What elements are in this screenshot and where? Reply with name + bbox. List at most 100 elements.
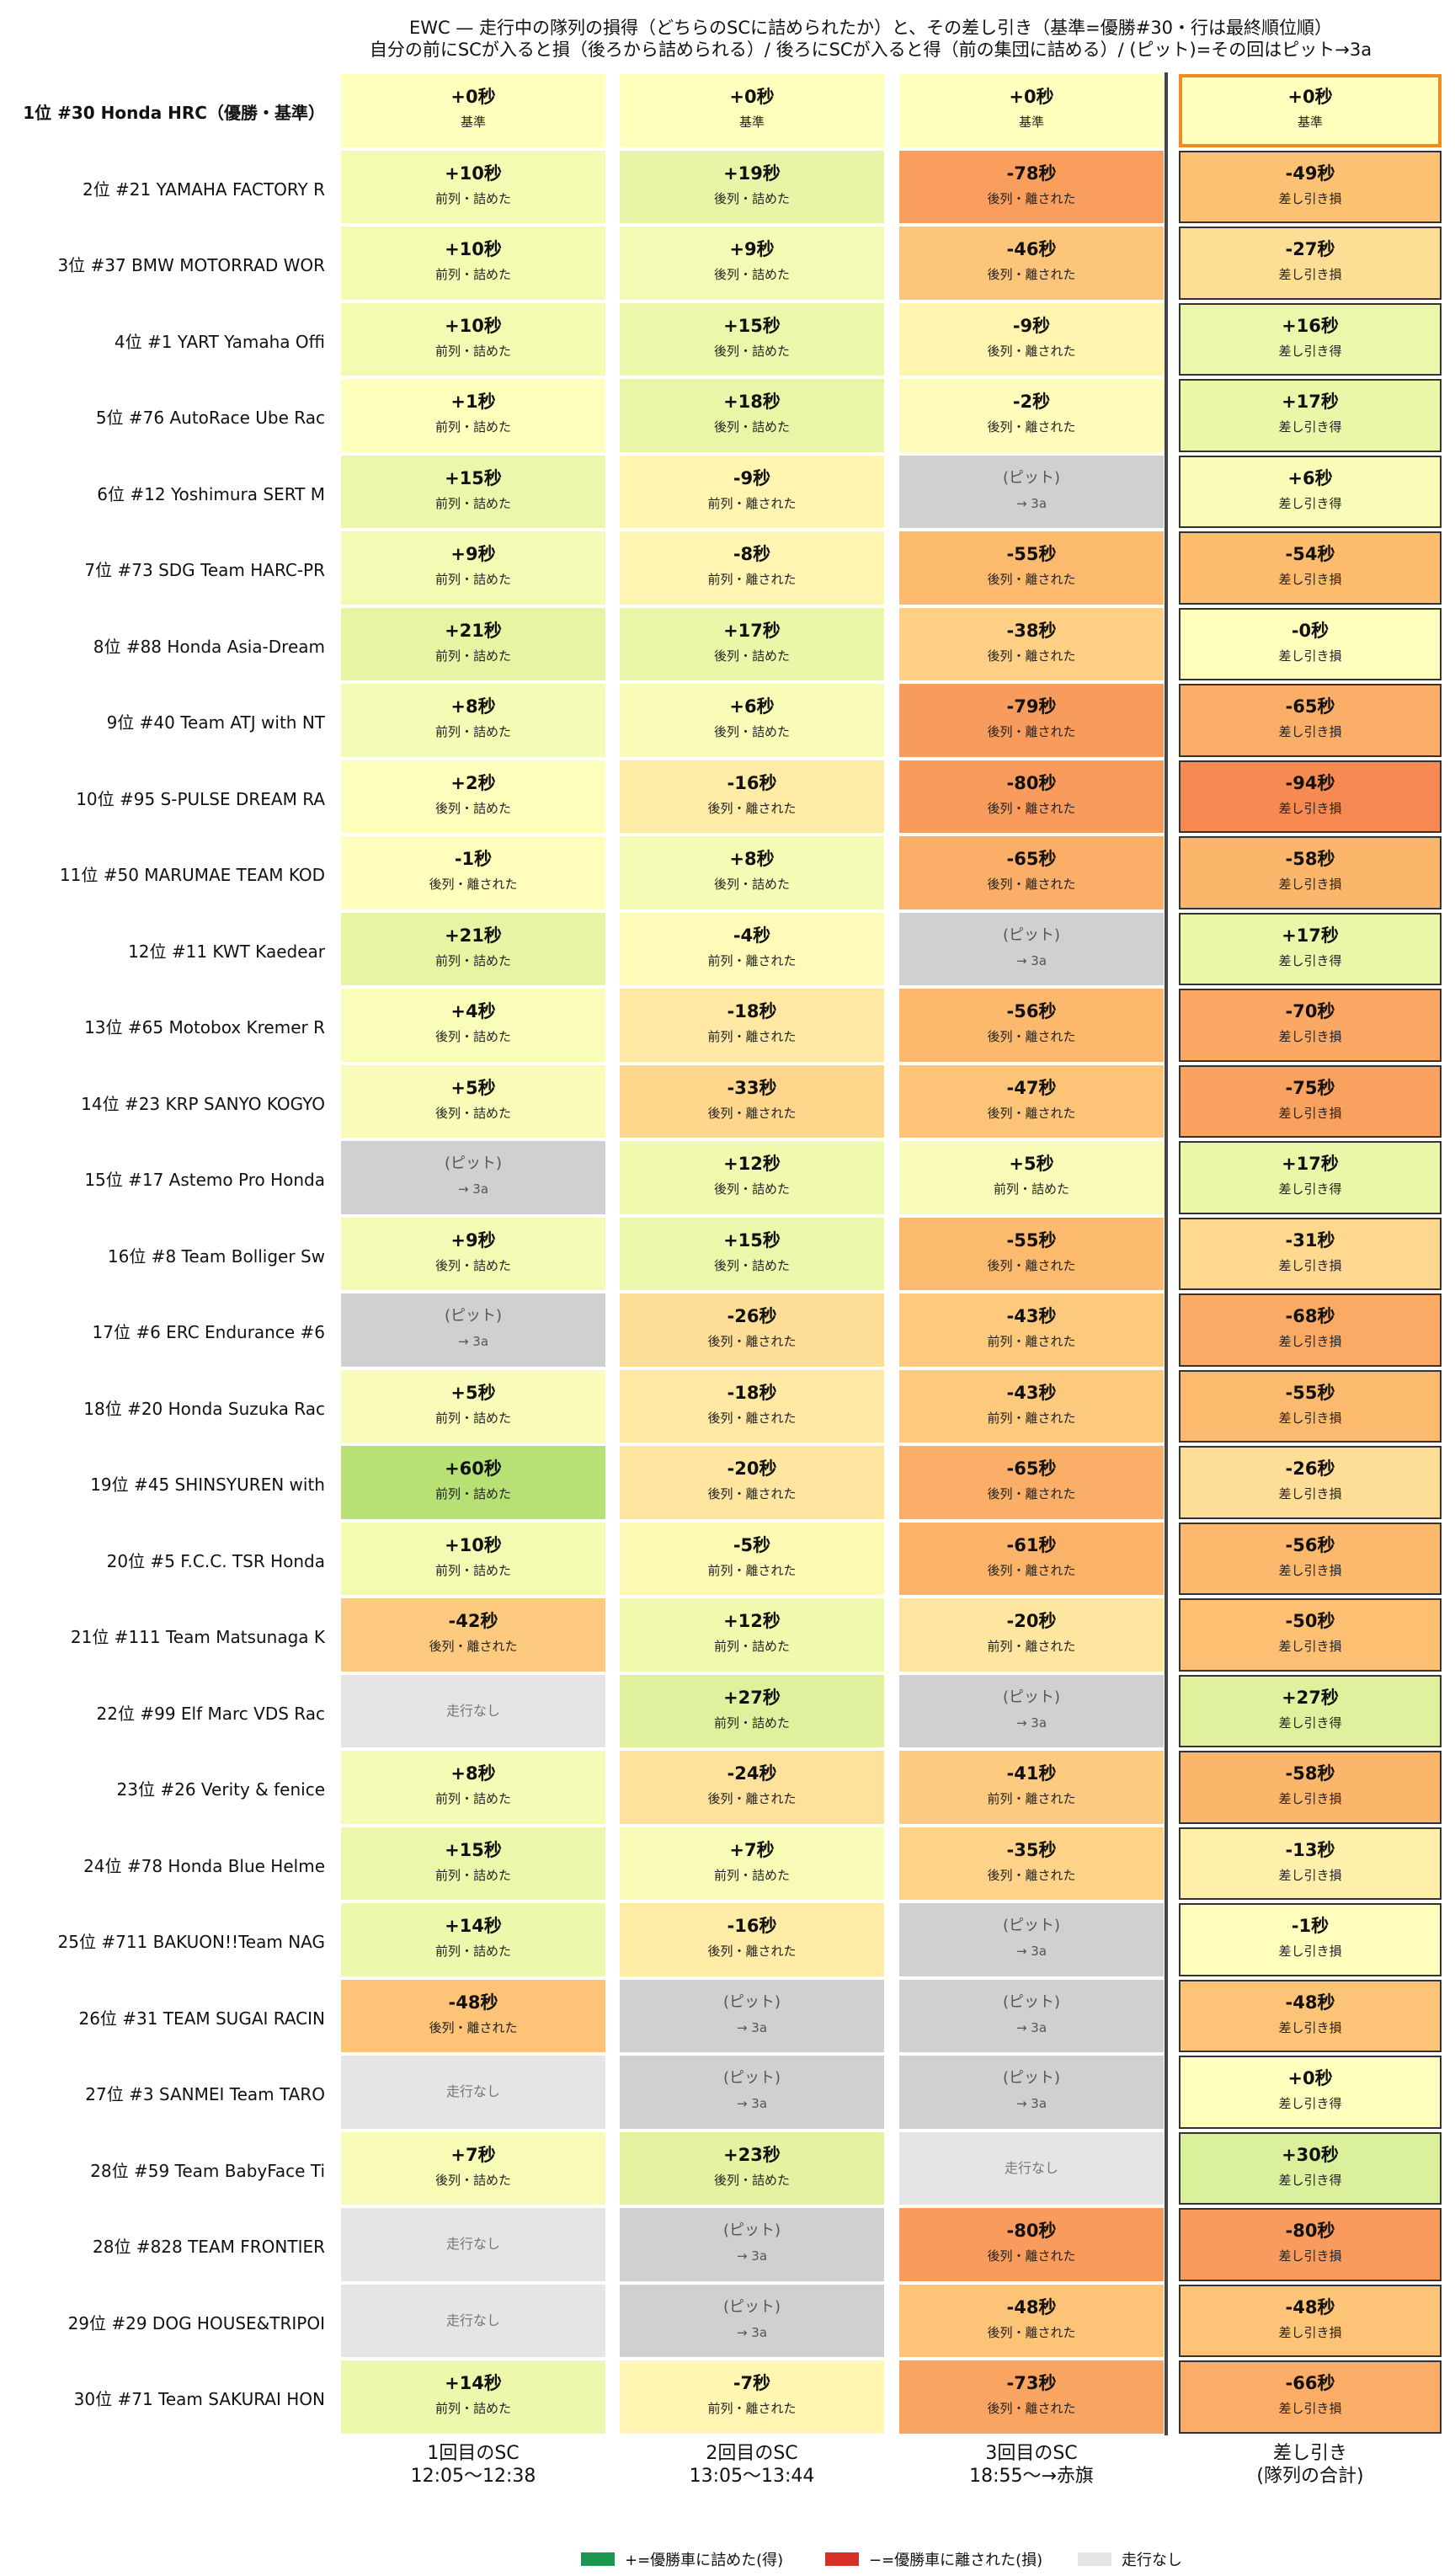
cell-status: → 3a bbox=[1015, 1715, 1047, 1731]
cell-status: 前列・詰めた bbox=[434, 419, 511, 435]
cell-status: 前列・詰めた bbox=[434, 1410, 511, 1426]
cell-status: 前列・詰めた bbox=[434, 1791, 511, 1807]
row-label: 22位 #99 Elf Marc VDS Rac bbox=[96, 1703, 325, 1724]
cell-value: +0秒 bbox=[450, 87, 496, 108]
total-cell: -26秒 差し引き損 bbox=[1179, 1446, 1442, 1519]
cell-status: 前列・離された bbox=[987, 1791, 1076, 1807]
row-label: 3位 #37 BMW MOTORRAD WOR bbox=[57, 255, 325, 276]
cell-status: 前列・詰めた bbox=[434, 2401, 511, 2417]
cell-value: -13秒 bbox=[1285, 1839, 1335, 1860]
cell-status: 後列・離された bbox=[707, 1791, 797, 1807]
total-divider bbox=[1165, 72, 1168, 2435]
cell-value: +21秒 bbox=[445, 925, 502, 946]
cell-status: 前列・離された bbox=[707, 1562, 797, 1578]
cell-value: +10秒 bbox=[445, 1534, 502, 1555]
cell-status: 差し引き損 bbox=[1278, 190, 1342, 206]
heatmap-cell: 走行なし bbox=[341, 2056, 605, 2129]
cell-value: -43秒 bbox=[1006, 1382, 1057, 1403]
cell-value: +23秒 bbox=[723, 2144, 781, 2165]
row-label: 9位 #40 Team ATJ with NT bbox=[106, 712, 325, 733]
row-label: 28位 #59 Team BabyFace Ti bbox=[90, 2160, 325, 2181]
cell-value: -4秒 bbox=[733, 925, 771, 946]
total-cell: -50秒 差し引き損 bbox=[1179, 1598, 1442, 1672]
cell-status: 前列・詰めた bbox=[434, 648, 511, 664]
row-label: 17位 #6 ERC Endurance #6 bbox=[92, 1322, 325, 1343]
heatmap-cell: +9秒 後列・詰めた bbox=[620, 227, 884, 300]
cell-value: +17秒 bbox=[1282, 925, 1339, 946]
heatmap-cell: -18秒 後列・離された bbox=[620, 1369, 884, 1443]
heatmap-cell: +15秒 前列・詰めた bbox=[341, 455, 605, 528]
cell-status: 差し引き得 bbox=[1278, 419, 1342, 435]
cell-status: → 3a bbox=[1015, 2019, 1047, 2035]
cell-value: +8秒 bbox=[450, 1763, 496, 1784]
cell-status: 後列・離された bbox=[707, 1334, 797, 1350]
row-label: 29位 #29 DOG HOUSE&TRIPOI bbox=[67, 2312, 325, 2333]
heatmap-cell: -4秒前列・離された bbox=[620, 912, 884, 985]
legend-swatch bbox=[581, 2552, 615, 2566]
cell-value: +15秒 bbox=[445, 1839, 502, 1860]
cell-value: -66秒 bbox=[1285, 2373, 1335, 2394]
row-label: 15位 #17 Astemo Pro Honda bbox=[84, 1170, 325, 1191]
cell-value: -18秒 bbox=[727, 1382, 777, 1403]
cell-value: -58秒 bbox=[1285, 1763, 1335, 1784]
heatmap-cell: +8秒 前列・詰めた bbox=[341, 684, 605, 757]
total-cell: -13秒 差し引き損 bbox=[1179, 1827, 1442, 1900]
cell-value: -8秒 bbox=[733, 544, 771, 565]
cell-value: -55秒 bbox=[1285, 1382, 1335, 1403]
cell-value: 走行なし bbox=[1004, 2159, 1058, 2176]
cell-value: -78秒 bbox=[1006, 163, 1057, 184]
chart-title: EWC — 走行中の隊列の損得（どちらのSCに詰められたか）と、その差し引き（基… bbox=[408, 18, 1333, 38]
heatmap-cell: (ピット) → 3a bbox=[341, 1141, 605, 1214]
cell-value: +9秒 bbox=[729, 239, 775, 260]
cell-status: 差し引き得 bbox=[1278, 952, 1342, 968]
cell-status: 後列・詰めた bbox=[713, 1181, 790, 1197]
cell-value: -94秒 bbox=[1285, 772, 1335, 793]
total-cell: +0秒 基準 bbox=[1179, 74, 1442, 147]
heatmap-cell: (ピット) → 3a bbox=[899, 1903, 1164, 1976]
cell-value: +7秒 bbox=[729, 1839, 775, 1860]
cell-value: +9秒 bbox=[450, 544, 496, 565]
row-label: 20位 #5 F.C.C. TSR Honda bbox=[106, 1550, 325, 1571]
legend-item: −=優勝車に離された(損) bbox=[825, 2548, 1042, 2570]
cell-status: 前列・詰めた bbox=[434, 1486, 511, 1502]
cell-value: +4秒 bbox=[450, 1001, 496, 1022]
heatmap-cell: -55秒 後列・離された bbox=[899, 531, 1164, 605]
cell-value: +6秒 bbox=[729, 696, 775, 717]
heatmap-cell: +15秒 後列・詰めた bbox=[620, 302, 884, 376]
total-cell: +0秒 差し引き得 bbox=[1179, 2056, 1442, 2129]
heatmap-cell: -20秒 後列・離された bbox=[620, 1446, 884, 1519]
heatmap-cell: +18秒 後列・詰めた bbox=[620, 379, 884, 452]
heatmap-cell: +0秒 基準 bbox=[899, 74, 1164, 147]
heatmap-cell: -24秒 後列・離された bbox=[620, 1751, 884, 1824]
row-label: 14位 #23 KRP SANYO KOGYO bbox=[81, 1093, 325, 1114]
cell-status: 差し引き損 bbox=[1278, 572, 1342, 588]
heatmap-cell: +7秒 後列・詰めた bbox=[341, 2131, 605, 2205]
cell-value: +5秒 bbox=[450, 1382, 496, 1403]
legend-swatch bbox=[825, 2552, 859, 2566]
cell-value: 走行なし bbox=[445, 2083, 500, 2100]
cell-value: -48秒 bbox=[1285, 2296, 1335, 2317]
cell-value: -70秒 bbox=[1285, 1001, 1335, 1022]
cell-value: +14秒 bbox=[445, 1916, 502, 1937]
row-label: 30位 #71 Team SAKURAI HON bbox=[73, 2389, 325, 2410]
cell-value: +19秒 bbox=[723, 163, 781, 184]
cell-value: (ピット) bbox=[722, 1992, 781, 2011]
cell-value: -55秒 bbox=[1006, 1229, 1057, 1251]
row-label: 24位 #78 Honda Blue Helme bbox=[83, 1855, 325, 1876]
cell-status: 差し引き損 bbox=[1278, 1410, 1342, 1426]
cell-status: 前列・離された bbox=[707, 572, 797, 588]
total-cell: -56秒 差し引き損 bbox=[1179, 1522, 1442, 1595]
heatmap-cell: +4秒 後列・詰めた bbox=[341, 989, 605, 1062]
cell-status: 前列・詰めた bbox=[434, 724, 511, 740]
cell-value: -48秒 bbox=[448, 1992, 498, 2013]
row-label: 12位 #11 KWT Kaedear bbox=[128, 941, 325, 962]
cell-value: -9秒 bbox=[733, 467, 771, 488]
heatmap-cell: 走行なし bbox=[899, 2131, 1164, 2205]
cell-status: 前列・詰めた bbox=[434, 495, 511, 511]
cell-status: 前列・離された bbox=[707, 495, 797, 511]
cell-status: 差し引き得 bbox=[1278, 1181, 1342, 1197]
legend-label: −=優勝車に離された(損) bbox=[869, 2552, 1043, 2569]
cell-status: → 3a bbox=[1015, 1944, 1047, 1960]
cell-status: 後列・詰めた bbox=[434, 1105, 511, 1121]
cell-status: 前列・離された bbox=[707, 952, 797, 968]
